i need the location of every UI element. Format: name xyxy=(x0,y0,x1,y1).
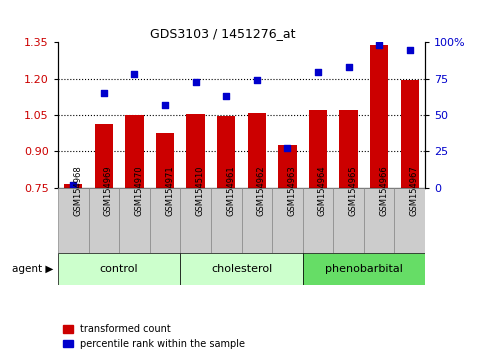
Point xyxy=(406,47,413,53)
Bar xyxy=(58,188,88,253)
Point xyxy=(100,90,108,96)
Point xyxy=(375,42,383,48)
Title: GDS3103 / 1451276_at: GDS3103 / 1451276_at xyxy=(150,27,296,40)
Point xyxy=(161,102,169,108)
Bar xyxy=(150,188,180,253)
Point xyxy=(130,72,138,77)
Bar xyxy=(180,253,303,285)
Bar xyxy=(400,80,419,188)
Bar xyxy=(242,188,272,253)
Bar xyxy=(95,124,113,188)
Bar xyxy=(309,110,327,188)
Bar xyxy=(370,45,388,188)
Bar xyxy=(64,184,83,188)
Text: GSM154966: GSM154966 xyxy=(379,166,388,216)
Text: cholesterol: cholesterol xyxy=(211,264,272,274)
Point xyxy=(192,79,199,85)
Bar xyxy=(364,188,395,253)
Point xyxy=(70,182,77,188)
Text: GSM154970: GSM154970 xyxy=(134,166,143,216)
Bar xyxy=(186,114,205,188)
Bar xyxy=(119,188,150,253)
Bar xyxy=(58,253,180,285)
Text: GSM154969: GSM154969 xyxy=(104,166,113,216)
Point xyxy=(222,93,230,99)
Point xyxy=(345,64,353,70)
Bar xyxy=(156,133,174,188)
Point xyxy=(284,145,291,151)
Bar xyxy=(395,188,425,253)
Text: GSM154963: GSM154963 xyxy=(287,166,297,216)
Bar xyxy=(248,113,266,188)
Text: GSM154961: GSM154961 xyxy=(226,166,235,216)
Point xyxy=(314,69,322,74)
Bar xyxy=(88,188,119,253)
Text: GSM154964: GSM154964 xyxy=(318,166,327,216)
Bar xyxy=(125,115,143,188)
Text: phenobarbital: phenobarbital xyxy=(325,264,403,274)
Text: GSM154968: GSM154968 xyxy=(73,166,82,216)
Text: GSM154965: GSM154965 xyxy=(349,166,357,216)
Text: GSM154962: GSM154962 xyxy=(257,166,266,216)
Bar xyxy=(272,188,303,253)
Legend: transformed count, percentile rank within the sample: transformed count, percentile rank withi… xyxy=(63,324,245,349)
Point xyxy=(253,78,261,83)
Text: GSM154510: GSM154510 xyxy=(196,166,205,216)
Text: agent ▶: agent ▶ xyxy=(12,264,53,274)
Text: GSM154971: GSM154971 xyxy=(165,166,174,216)
Bar xyxy=(303,188,333,253)
Bar xyxy=(180,188,211,253)
Bar xyxy=(340,110,358,188)
Text: GSM154967: GSM154967 xyxy=(410,166,419,216)
Bar xyxy=(333,188,364,253)
Bar xyxy=(303,253,425,285)
Bar xyxy=(211,188,242,253)
Text: control: control xyxy=(100,264,139,274)
Bar xyxy=(217,116,235,188)
Bar xyxy=(278,145,297,188)
